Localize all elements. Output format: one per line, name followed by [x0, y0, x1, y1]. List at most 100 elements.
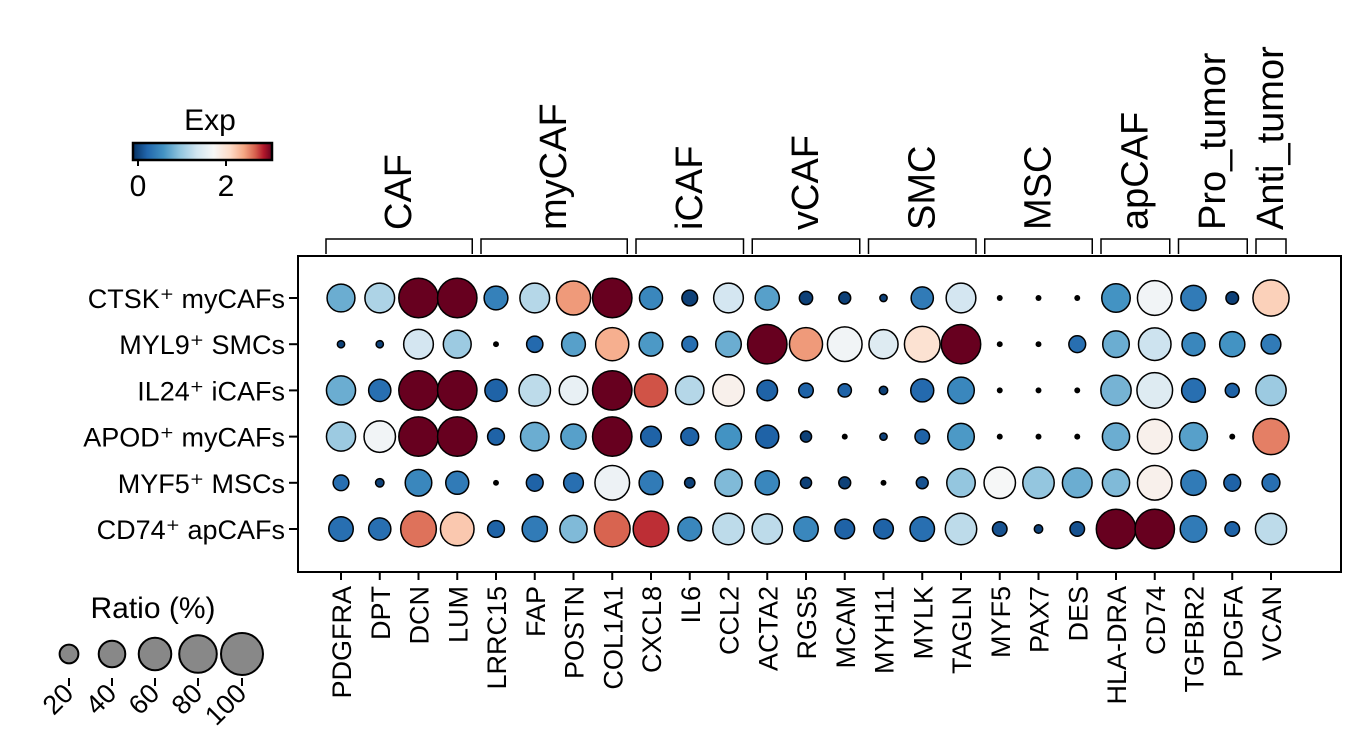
gene-label-lrrc15: LRRC15	[482, 586, 512, 690]
color-legend-tick-2: 2	[218, 170, 235, 203]
dot-ctsk-mycafs-cd74	[1136, 279, 1173, 317]
dot-myf5-mscs-postn	[562, 472, 585, 494]
gene-label-vcan: VCAN	[1257, 586, 1287, 661]
dot-cd74-apcafs-mcam	[834, 518, 856, 540]
dot-il24-icafs-cxcl8	[633, 373, 669, 408]
dot-ctsk-mycafs-myh11	[879, 293, 888, 303]
dot-myf5-mscs-dcn	[404, 468, 433, 497]
size-legend-label-40: 40	[80, 678, 122, 720]
dot-ctsk-mycafs-dcn	[398, 277, 439, 319]
dot-cd74-apcafs-hla-dra	[1095, 508, 1137, 550]
dot-myf5-mscs-lum	[444, 470, 470, 496]
dot-il24-icafs-mcam	[837, 383, 853, 398]
row-label-1: MYL9⁺ SMCs	[119, 330, 285, 360]
gene-label-tgfbr2: TGFBR2	[1180, 586, 1210, 693]
dot-myl9-smcs-myf5	[996, 341, 1003, 348]
gene-labels: PDGFRA DPT DCN LUM LRRC15 FAP POSTN COL1A1 CXCL8…	[327, 572, 1287, 705]
dot-apod-mycafs-hla-dra	[1101, 422, 1131, 451]
dot-cd74-apcafs-col1a1	[593, 510, 631, 548]
dot-cd74-apcafs-ccl2	[712, 512, 745, 546]
group-bracket-msc	[984, 238, 1093, 254]
dot-myf5-mscs-fap	[525, 473, 544, 492]
gene-label-myf5: MYF5	[986, 586, 1016, 658]
dot-apod-mycafs-des	[1074, 433, 1081, 440]
group-label-caf: CAF	[378, 154, 420, 230]
dot-myl9-smcs-des	[1068, 335, 1087, 354]
dot-apod-mycafs-tgfbr2	[1178, 421, 1209, 452]
gene-label-postn: POSTN	[560, 586, 590, 679]
dot-apod-mycafs-myh11	[879, 432, 888, 441]
dot-ctsk-mycafs-hla-dra	[1101, 283, 1131, 313]
group-label-anti-tumor: Anti_tumor	[1250, 46, 1292, 230]
dot-cd74-apcafs-rgs5	[793, 516, 819, 542]
dot-il24-icafs-vcan	[1255, 374, 1287, 407]
group-bracket-caf	[325, 238, 473, 254]
dot-myf5-mscs-tgfbr2	[1180, 469, 1207, 497]
dot-cd74-apcafs-acta2	[751, 513, 784, 545]
size-legend-dot-20	[58, 643, 80, 665]
group-bracket-icaf	[635, 238, 745, 254]
dot-ctsk-mycafs-ccl2	[712, 282, 745, 314]
gene-label-mcam: MCAM	[831, 586, 861, 669]
size-legend-label-100: 100	[199, 678, 252, 731]
dot-myf5-mscs-pdgfra	[332, 474, 350, 492]
gene-group-brackets: CAF myCAF iCAF vCAF SMC MSC apCAF Pro_tumor Anti…	[325, 46, 1292, 254]
dot-ctsk-mycafs-tgfbr2	[1180, 284, 1207, 312]
dot-apod-mycafs-tagln	[946, 422, 976, 451]
dot-ctsk-mycafs-il6	[681, 289, 699, 307]
group-label-apcaf: apCAF	[1114, 112, 1156, 230]
gene-label-fap: FAP	[521, 586, 551, 637]
dot-apod-mycafs-ccl2	[714, 422, 743, 451]
color-legend-tick-0: 0	[130, 170, 147, 203]
dot-myl9-smcs-lum	[442, 329, 472, 359]
plot-frame	[297, 255, 1342, 573]
dot-myl9-smcs-dcn	[402, 328, 435, 360]
dot-apod-mycafs-il6	[680, 426, 700, 447]
dot-apod-mycafs-dcn	[398, 416, 439, 458]
group-label-pro-tumor: Pro_tumor	[1192, 52, 1234, 230]
dot-myf5-mscs-acta2	[754, 469, 781, 496]
dot-myf5-mscs-dpt	[374, 477, 385, 488]
color-legend-title: Exp	[184, 104, 236, 137]
dot-myl9-smcs-ccl2	[714, 330, 743, 358]
dot-myl9-smcs-rgs5	[788, 326, 824, 362]
dot-ctsk-mycafs-cxcl8	[638, 285, 664, 311]
size-legend-dot-100	[220, 632, 264, 676]
dot-myf5-mscs-il6	[683, 476, 696, 489]
gene-label-pax7: PAX7	[1025, 586, 1055, 653]
dot-myf5-mscs-des	[1061, 467, 1093, 499]
dot-apod-mycafs-pdgfra	[325, 421, 357, 452]
dot-apod-mycafs-acta2	[754, 424, 780, 449]
dot-myf5-mscs-col1a1	[594, 464, 631, 501]
dot-myf5-mscs-pax7	[1022, 466, 1055, 500]
dot-ctsk-mycafs-tagln	[945, 282, 977, 314]
dot-ctsk-mycafs-des	[1074, 295, 1081, 301]
group-label-smc: SMC	[901, 146, 943, 230]
dot-cd74-apcafs-dpt	[367, 517, 392, 541]
group-bracket-mycaf	[480, 238, 628, 254]
dot-myf5-mscs-pdgfa	[1223, 473, 1242, 492]
size-legend-label-60: 60	[123, 678, 165, 720]
dot-apod-mycafs-cxcl8	[639, 425, 663, 448]
dot-apod-mycafs-myf5	[996, 433, 1003, 440]
dot-myf5-mscs-myh11	[880, 479, 887, 486]
dot-il24-icafs-postn	[558, 375, 589, 406]
gene-label-dpt: DPT	[366, 586, 396, 640]
dot-myl9-smcs-postn	[560, 331, 587, 357]
gene-label-cxcl8: CXCL8	[637, 586, 667, 673]
dot-myf5-mscs-hla-dra	[1101, 468, 1131, 498]
gene-label-dcn: DCN	[405, 586, 435, 645]
dot-myl9-smcs-pdgfra	[336, 339, 346, 349]
dot-myl9-smcs-acta2	[746, 323, 788, 365]
group-bracket-apcaf	[1100, 238, 1171, 254]
dot-cd74-apcafs-lum	[439, 511, 475, 547]
size-legend-dot-60	[137, 636, 173, 672]
dot-il24-icafs-myh11	[878, 385, 889, 396]
size-legend-label-20: 20	[37, 678, 79, 720]
dot-il24-icafs-lrrc15	[484, 378, 508, 403]
row-labels: CTSK⁺ myCAFs MYL9⁺ SMCs IL24⁺ iCAFs APOD⁺ m…	[83, 284, 298, 545]
dot-apod-mycafs-pdgfa	[1229, 433, 1236, 440]
dot-il24-icafs-cd74	[1136, 371, 1174, 409]
size-legend-dot-40	[97, 639, 127, 669]
dot-il24-icafs-tagln	[946, 376, 976, 405]
